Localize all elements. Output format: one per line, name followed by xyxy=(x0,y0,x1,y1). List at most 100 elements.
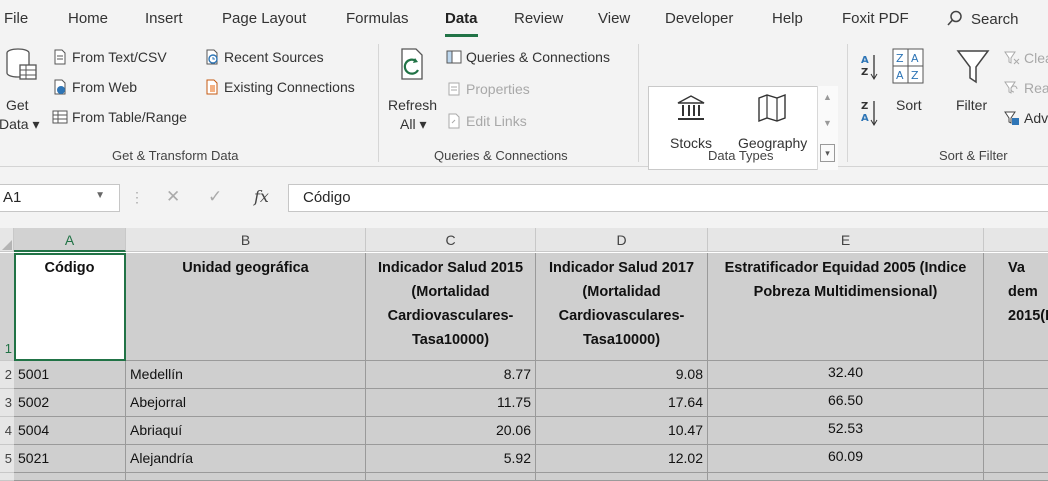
cell-e4[interactable]: 52.53 xyxy=(708,417,984,445)
column-header-b[interactable]: B xyxy=(126,228,366,252)
menu-formulas[interactable]: Formulas xyxy=(346,10,409,27)
search-box[interactable]: Search xyxy=(947,10,1019,28)
menu-developer[interactable]: Developer xyxy=(665,10,734,27)
properties-button[interactable]: Properties xyxy=(446,81,530,97)
select-all-corner[interactable] xyxy=(0,228,14,252)
svg-text:Z: Z xyxy=(861,67,868,78)
edit-links-button[interactable]: Edit Links xyxy=(446,113,527,129)
name-box[interactable]: A1 ▼ xyxy=(0,184,120,212)
advanced-filter-button[interactable]: Adv xyxy=(1004,110,1048,126)
cell-a2[interactable]: 5001 xyxy=(14,361,126,389)
column-header-a[interactable]: A xyxy=(14,228,126,252)
database-icon xyxy=(6,48,37,80)
group-label-data-types: Data Types xyxy=(708,148,774,163)
chevron-down-icon[interactable]: ▼ xyxy=(95,190,105,201)
row-header-1[interactable]: 1 xyxy=(0,253,14,361)
menu-view[interactable]: View xyxy=(598,10,631,27)
cell-a5[interactable]: 5021 xyxy=(14,445,126,473)
row-header-3[interactable]: 3 xyxy=(0,389,14,417)
formula-bar-splitter[interactable]: ⋮ xyxy=(130,189,144,205)
cell-a1[interactable]: Código xyxy=(14,253,126,361)
gallery-scrollbar[interactable]: ▲ ▼ ▾ xyxy=(817,86,838,170)
cell-a3[interactable]: 5002 xyxy=(14,389,126,417)
reapply-label: Rea xyxy=(1024,80,1048,96)
cell-c2[interactable]: 8.77 xyxy=(366,361,536,389)
queries-icon xyxy=(446,50,462,64)
cell-c3[interactable]: 11.75 xyxy=(366,389,536,417)
cancel-icon[interactable]: ✕ xyxy=(166,187,181,206)
properties-label: Properties xyxy=(466,81,530,97)
cell-c1[interactable]: Indicador Salud 2015 (Mortalidad Cardiov… xyxy=(366,253,536,361)
cell-e2[interactable]: 32.40 xyxy=(708,361,984,389)
menu-help[interactable]: Help xyxy=(772,10,803,27)
text-file-icon xyxy=(54,49,66,65)
cell-f1[interactable]: Va dem 2015(P xyxy=(984,253,1048,361)
column-header-c[interactable]: C xyxy=(366,228,536,252)
cell-b1[interactable]: Unidad geográfica xyxy=(126,253,366,361)
row-header-4[interactable]: 4 xyxy=(0,417,14,445)
cell-f5[interactable] xyxy=(984,445,1048,473)
cell-d2[interactable]: 9.08 xyxy=(536,361,708,389)
filter-button[interactable]: Filter xyxy=(954,48,996,128)
column-header-d[interactable]: D xyxy=(536,228,708,252)
cell-b3[interactable]: Abejorral xyxy=(126,389,366,417)
from-text-csv-button[interactable]: From Text/CSV xyxy=(52,49,167,65)
recent-sources-button[interactable]: Recent Sources xyxy=(204,49,324,65)
menu-data[interactable]: Data xyxy=(445,10,478,37)
menu-home[interactable]: Home xyxy=(68,10,109,27)
sort-ascending-button[interactable]: A Z xyxy=(860,52,880,82)
cell-f3[interactable] xyxy=(984,389,1048,417)
stocks-label: Stocks xyxy=(670,135,713,151)
cell-d1[interactable]: Indicador Salud 2017 (Mortalidad Cardiov… xyxy=(536,253,708,361)
formula-bar: A1 ▼ ⋮ ✕ ✓ fx Código xyxy=(0,181,1048,217)
cell-c5[interactable]: 5.92 xyxy=(366,445,536,473)
from-table-range-button[interactable]: From Table/Range xyxy=(52,109,187,125)
cell-d5[interactable]: 12.02 xyxy=(536,445,708,473)
enter-icon[interactable]: ✓ xyxy=(208,187,223,206)
ribbon-separator xyxy=(378,44,379,162)
menu-file[interactable]: File xyxy=(4,10,29,27)
cell-b2[interactable]: Medellín xyxy=(126,361,366,389)
menu-insert[interactable]: Insert xyxy=(145,10,183,27)
clear-filter-button[interactable]: Clea xyxy=(1004,50,1048,66)
menu-foxit[interactable]: Foxit PDF xyxy=(842,10,909,27)
cell-f2[interactable] xyxy=(984,361,1048,389)
cell-b5[interactable]: Alejandría xyxy=(126,445,366,473)
from-web-label: From Web xyxy=(72,79,138,95)
menu-page-layout[interactable]: Page Layout xyxy=(222,10,307,27)
row-header-2[interactable]: 2 xyxy=(0,361,14,389)
sort-descending-button[interactable]: Z A xyxy=(860,98,880,128)
refresh-all-button[interactable]: Refresh All ▾ xyxy=(388,46,440,138)
stocks-button[interactable]: Stocks xyxy=(658,92,724,164)
geography-label: Geography xyxy=(738,135,808,151)
from-web-button[interactable]: From Web xyxy=(52,79,137,95)
cell-d4[interactable]: 10.47 xyxy=(536,417,708,445)
queries-connections-button[interactable]: Queries & Connections xyxy=(446,49,610,65)
sort-label: Sort xyxy=(896,97,922,113)
formula-input[interactable]: Código xyxy=(288,184,1048,212)
cell-e3[interactable]: 66.50 xyxy=(708,389,984,417)
cell-e1[interactable]: Estratificador Equidad 2005 (Indice Pobr… xyxy=(708,253,984,361)
geography-button[interactable]: Geography xyxy=(736,92,816,164)
column-header-f[interactable] xyxy=(984,228,1048,252)
cell-b4[interactable]: Abriaquí xyxy=(126,417,366,445)
existing-connections-button[interactable]: Existing Connections xyxy=(204,79,355,95)
chevron-down-icon[interactable]: ▼ xyxy=(823,118,832,128)
cell-f4[interactable] xyxy=(984,417,1048,445)
sort-button[interactable]: Z A A Z Sort xyxy=(890,48,934,128)
cell-c4[interactable]: 20.06 xyxy=(366,417,536,445)
insert-function-icon[interactable]: fx xyxy=(254,187,269,206)
advanced-filter-icon xyxy=(1004,111,1019,125)
get-data-button[interactable]: Get Data ▾ xyxy=(0,46,40,138)
cell-d3[interactable]: 17.64 xyxy=(536,389,708,417)
gallery-more-icon[interactable]: ▾ xyxy=(820,144,835,162)
menu-review[interactable]: Review xyxy=(514,10,564,27)
queries-connections-label: Queries & Connections xyxy=(466,49,610,65)
reapply-button[interactable]: Rea xyxy=(1004,80,1048,96)
sort-dialog-icon: Z A A Z xyxy=(892,48,924,84)
cell-a4[interactable]: 5004 xyxy=(14,417,126,445)
column-header-e[interactable]: E xyxy=(708,228,984,252)
chevron-up-icon[interactable]: ▲ xyxy=(823,92,832,102)
row-header-5[interactable]: 5 xyxy=(0,445,14,473)
cell-e5[interactable]: 60.09 xyxy=(708,445,984,473)
